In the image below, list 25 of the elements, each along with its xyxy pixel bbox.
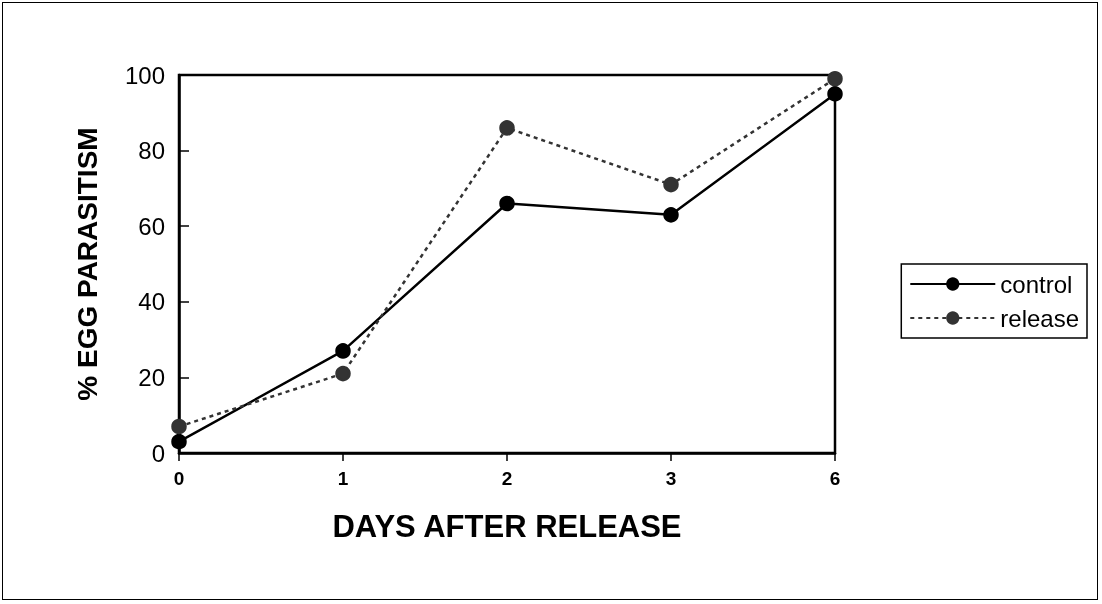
x-tick-label: 0 <box>173 468 185 489</box>
x-tick-label: 2 <box>501 468 513 489</box>
y-tick-label: 40 <box>138 288 165 316</box>
x-axis-title: DAYS AFTER RELEASE <box>332 509 682 544</box>
legend-label: release <box>1000 304 1079 332</box>
point <box>335 343 351 359</box>
y-tick-label: 20 <box>138 363 165 391</box>
x-tick-label: 6 <box>829 468 841 489</box>
point <box>335 365 351 382</box>
x-tick-label: 1 <box>337 468 349 489</box>
point <box>827 71 843 87</box>
point <box>663 207 679 223</box>
y-tick-label: 100 <box>124 61 165 89</box>
point <box>827 86 843 102</box>
point <box>499 120 515 136</box>
y-tick-label: 60 <box>138 212 165 240</box>
y-tick-label: 0 <box>151 439 165 467</box>
point <box>663 176 679 193</box>
legend-label: control <box>1000 270 1073 298</box>
x-tick-label: 3 <box>665 468 677 489</box>
point <box>171 418 187 435</box>
point <box>499 195 515 212</box>
point <box>171 433 187 450</box>
y-tick-label: 80 <box>138 137 165 165</box>
y-axis-title: % EGG PARASITISM <box>71 127 103 401</box>
